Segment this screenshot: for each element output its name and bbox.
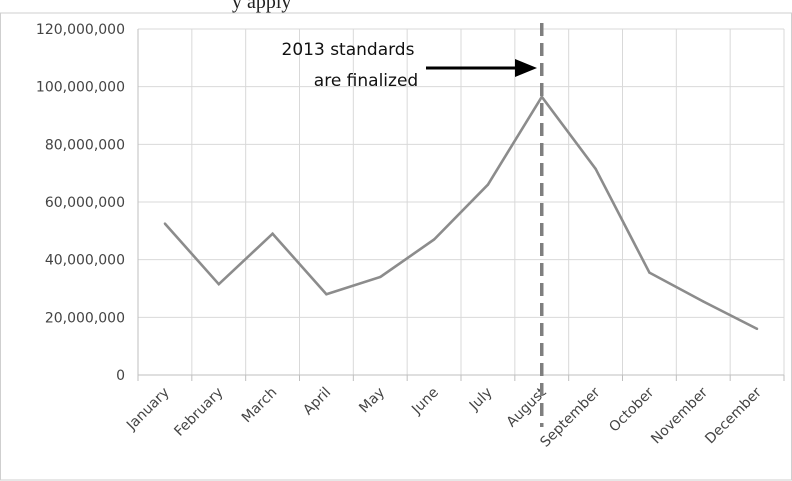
x-tick-label: December <box>702 384 765 447</box>
y-tick-label: 0 <box>116 368 125 384</box>
data-point <box>648 271 651 274</box>
x-tick-label: April <box>300 385 334 419</box>
x-tick-label: May <box>356 385 388 417</box>
data-point <box>594 167 597 171</box>
data-point <box>271 232 274 235</box>
annotation-arrow-head <box>515 59 537 77</box>
data-point <box>486 183 490 186</box>
data-point <box>755 327 759 331</box>
x-tick-label: October <box>606 384 657 435</box>
x-tick-label: July <box>466 385 496 415</box>
x-tick-label: November <box>648 384 711 447</box>
x-tick-label: February <box>171 385 226 440</box>
y-tick-label: 120,000,000 <box>36 22 125 38</box>
x-gridlines <box>191 29 785 375</box>
top-cropped-text: y apply <box>232 0 291 13</box>
data-point <box>540 95 543 98</box>
series-line <box>163 94 758 331</box>
y-tick-labels: 0 20,000,000 40,000,000 60,000,000 80,000,00… <box>36 22 125 384</box>
annotation-group: 2013 standards are finalized <box>282 23 544 427</box>
y-tick-label: 40,000,000 <box>45 253 125 269</box>
data-point <box>379 275 382 279</box>
annotation-line-2: are finalized <box>314 71 418 91</box>
data-point <box>325 293 328 296</box>
x-tick-label: March <box>239 385 280 426</box>
data-point <box>217 282 220 286</box>
y-tick-label: 20,000,000 <box>45 310 125 326</box>
y-tick-label: 60,000,000 <box>45 195 125 211</box>
x-tick-label: January <box>123 385 173 435</box>
y-tick-label: 80,000,000 <box>45 137 125 153</box>
series-group <box>163 94 759 331</box>
data-point <box>163 222 167 225</box>
y-tick-label: 100,000,000 <box>36 80 125 96</box>
data-point <box>702 300 705 303</box>
axes <box>137 29 785 381</box>
x-tick-label: June <box>408 385 442 419</box>
data-point <box>432 238 436 241</box>
annotation-line-1: 2013 standards <box>282 40 415 60</box>
